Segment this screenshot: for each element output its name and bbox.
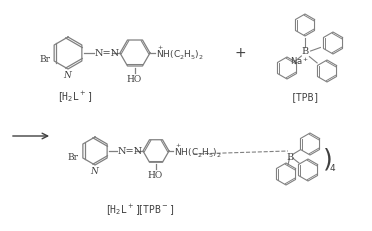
Text: N=N: N=N [118,146,143,155]
Text: 4: 4 [330,164,336,173]
Text: [TPB]: [TPB] [290,92,320,102]
Text: N=N: N=N [95,49,120,58]
Text: ): ) [323,147,333,171]
Text: Br: Br [68,152,79,161]
Text: N: N [90,166,98,175]
Text: HO: HO [126,75,142,84]
Text: Br: Br [39,55,50,64]
Text: B: B [286,152,294,161]
Text: $[$H$_2$L$^+][$TPB$^-]$: $[$H$_2$L$^+][$TPB$^-]$ [106,202,174,216]
Text: $[$H$_2$L$^+]$: $[$H$_2$L$^+]$ [58,89,92,104]
Text: N: N [63,71,71,80]
Text: B: B [301,47,309,56]
Text: HO: HO [147,170,163,179]
Text: Na$^+$: Na$^+$ [291,55,310,67]
Text: $\mathdefault{\overset{+}{N}}$H(C$_2$H$_5$)$_2$: $\mathdefault{\overset{+}{N}}$H(C$_2$H$_… [156,44,204,62]
Text: +: + [234,46,246,60]
Text: $\mathdefault{\overset{+}{N}}$H(C$_2$H$_5$)$_2$: $\mathdefault{\overset{+}{N}}$H(C$_2$H$_… [174,141,222,160]
